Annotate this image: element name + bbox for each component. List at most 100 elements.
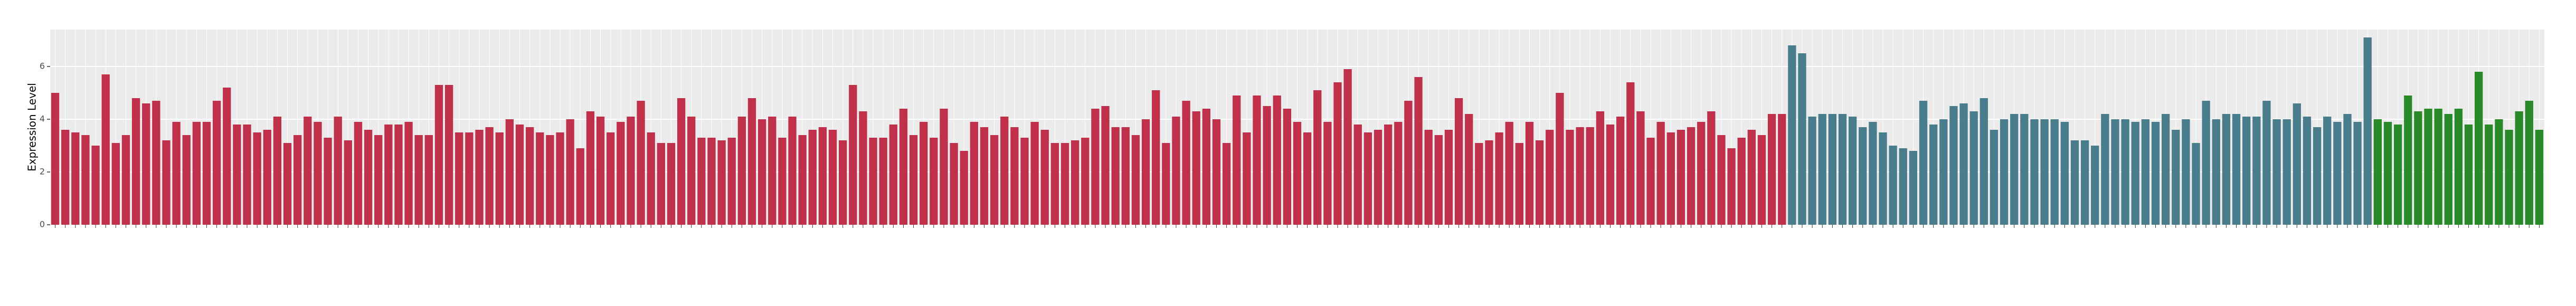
bar — [2060, 122, 2069, 225]
bar — [2192, 143, 2200, 225]
bar — [1848, 117, 1857, 225]
bar — [1656, 122, 1665, 225]
bar — [1182, 101, 1190, 225]
bar — [1424, 130, 1433, 225]
bar — [1606, 125, 1615, 225]
bar — [778, 138, 787, 225]
bar — [2495, 119, 2503, 225]
bar — [526, 127, 534, 225]
bar — [930, 138, 938, 225]
bar — [424, 135, 433, 225]
bar — [637, 101, 645, 225]
bar — [1293, 122, 1302, 225]
bar — [2515, 111, 2523, 225]
bar — [687, 117, 696, 225]
bar — [2485, 125, 2493, 225]
bar — [556, 132, 564, 225]
bar — [1081, 138, 1090, 225]
bar — [2202, 101, 2210, 225]
bar — [142, 103, 150, 225]
y-tick-label: 2 — [40, 167, 45, 177]
bar — [1879, 132, 1887, 225]
bar — [1050, 143, 1059, 225]
bar — [2222, 114, 2231, 225]
bar — [1859, 127, 1867, 225]
bar — [455, 132, 463, 225]
bar — [233, 125, 241, 225]
bar — [2303, 117, 2312, 225]
bar — [2151, 122, 2160, 225]
bar — [566, 119, 574, 225]
bar — [1707, 111, 1716, 225]
bar — [1010, 127, 1019, 225]
bar — [586, 111, 595, 225]
bar — [2172, 130, 2180, 225]
bar — [475, 130, 484, 225]
bar — [485, 127, 494, 225]
bar — [2131, 122, 2139, 225]
y-tick-label: 6 — [40, 61, 45, 71]
bar — [859, 111, 867, 225]
bar — [2293, 103, 2301, 225]
bar — [1717, 135, 1726, 225]
bar — [1869, 122, 1877, 225]
bar — [1202, 109, 1210, 225]
bar — [788, 117, 797, 225]
bar — [1253, 95, 1261, 225]
bar — [1404, 101, 1413, 225]
bar — [111, 143, 120, 225]
bar — [1666, 132, 1675, 225]
bar — [434, 85, 443, 225]
bar — [2393, 125, 2402, 225]
bar — [980, 127, 989, 225]
bar — [1737, 138, 1746, 225]
bar — [1828, 114, 1837, 225]
bar — [465, 132, 473, 225]
bar — [849, 85, 857, 225]
bar — [2323, 117, 2332, 225]
bar — [920, 122, 928, 225]
bar — [1030, 122, 1039, 225]
bar — [1505, 122, 1513, 225]
bar — [182, 135, 191, 225]
bar — [1899, 148, 1907, 225]
bar — [1636, 111, 1645, 225]
bar — [1546, 130, 1554, 225]
bar — [2182, 119, 2190, 225]
bar — [1697, 122, 1706, 225]
bar — [889, 125, 897, 225]
bar — [1485, 140, 1493, 225]
y-tick-label: 0 — [40, 219, 45, 230]
bar — [2232, 114, 2241, 225]
bar — [808, 130, 817, 225]
bar — [2444, 114, 2452, 225]
bar — [1525, 122, 1534, 225]
bar — [2434, 109, 2442, 225]
bar — [2262, 101, 2271, 225]
bar — [374, 135, 383, 225]
bar — [1646, 138, 1655, 225]
bar — [950, 143, 958, 225]
bar — [667, 143, 676, 225]
bar — [1616, 117, 1625, 225]
bar — [243, 125, 251, 225]
bar — [1818, 114, 1826, 225]
bar — [2040, 119, 2049, 225]
bar — [546, 135, 554, 225]
bar — [647, 132, 655, 225]
bar — [314, 122, 322, 225]
bar — [404, 122, 413, 225]
bar — [1273, 95, 1281, 225]
bar — [717, 140, 726, 225]
bar — [1838, 114, 1847, 225]
bar — [1919, 101, 1928, 225]
bar — [1091, 109, 1100, 225]
bar — [607, 132, 615, 225]
bar — [1162, 143, 1170, 225]
bar — [2020, 114, 2029, 225]
bar — [627, 117, 635, 225]
bar — [1131, 135, 1140, 225]
bar — [2383, 122, 2392, 225]
bar — [444, 85, 453, 225]
bar — [1233, 95, 1241, 225]
